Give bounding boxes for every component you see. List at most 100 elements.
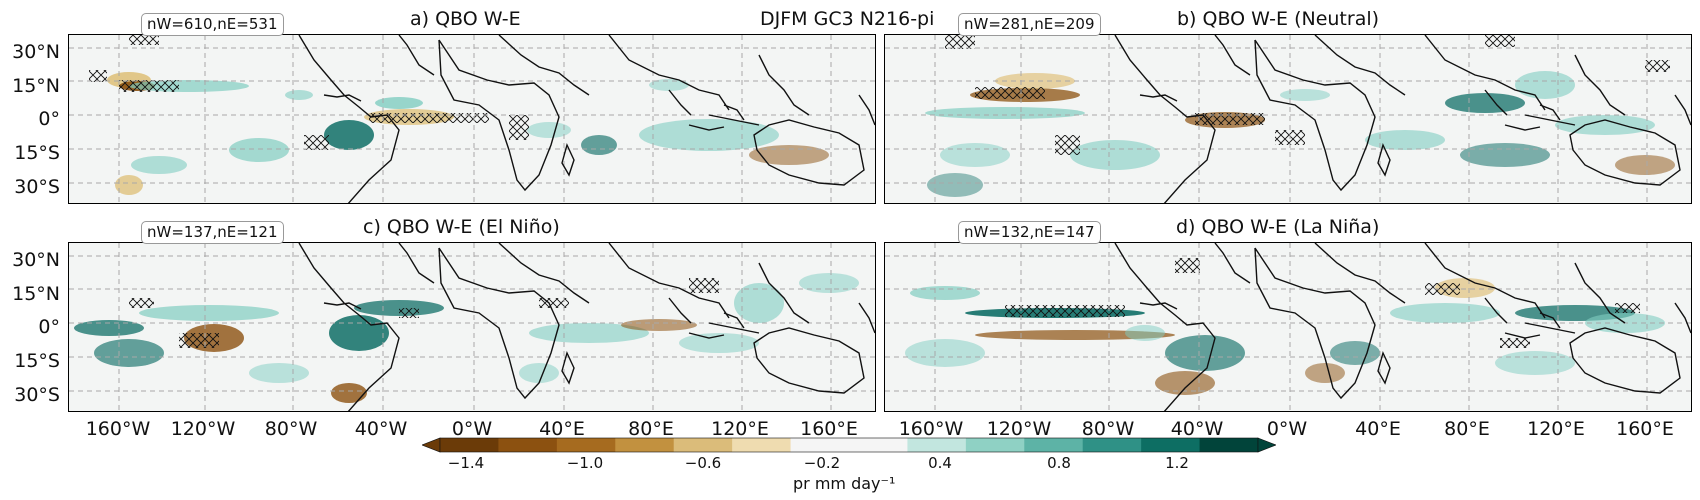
lon-label: 80°E (628, 418, 674, 440)
anomaly-patch (74, 320, 144, 336)
anomaly-patch (649, 79, 689, 91)
coastline (1139, 94, 1178, 102)
anomaly-patch (799, 273, 859, 293)
colorbar-tick: −0.6 (684, 454, 722, 472)
anomaly-patch (331, 383, 367, 403)
anomaly-patch (131, 156, 187, 174)
anomaly-patch (229, 138, 289, 162)
significance-hatch (1425, 283, 1460, 295)
coastline (1674, 94, 1691, 126)
lon-label: 80°W (1081, 418, 1135, 440)
anomaly-patch (1330, 341, 1380, 365)
anomaly-patch (621, 319, 697, 331)
anomaly-field (925, 71, 1675, 197)
coastline (1314, 243, 1406, 304)
anomaly-field (74, 273, 859, 403)
panel-d-title: d) QBO W-E (La Niña) (1176, 216, 1380, 238)
panel-a-counts: nW=610,nE=531 (141, 13, 284, 36)
colorbar-extend-left (421, 437, 441, 453)
anomaly-patch (324, 120, 374, 150)
lon-label: 40°E (539, 418, 585, 440)
coastline (1214, 243, 1251, 284)
anomaly-patch (734, 283, 784, 323)
coastline (1524, 322, 1576, 334)
coastline (498, 243, 590, 304)
colorbar-label: pr mm day⁻¹ (793, 474, 896, 493)
coastline (708, 114, 760, 126)
colorbar-segment (498, 438, 558, 452)
anomaly-patch (1365, 130, 1445, 150)
significance-hatch (399, 308, 419, 318)
coastline (1214, 35, 1251, 76)
lat-label: 30°N (12, 41, 60, 63)
lon-label: 120°W (170, 418, 236, 440)
colorbar-tick: −1.4 (447, 454, 485, 472)
map-panel-c (68, 242, 876, 412)
coastline (723, 104, 745, 121)
significance-hatch (119, 80, 179, 92)
significance-hatch (539, 298, 569, 308)
anomaly-patch (927, 173, 983, 197)
coastline (1254, 247, 1376, 400)
significance-hatch (369, 113, 489, 123)
coastline (438, 39, 560, 192)
colorbar-tick: 0.4 (928, 454, 952, 472)
significance-hatch (689, 278, 719, 293)
map-canvas (885, 35, 1691, 203)
anomaly-patch (1125, 325, 1165, 341)
coastline (1574, 54, 1626, 116)
lon-label: 80°E (1444, 418, 1490, 440)
map-panel-a (68, 34, 876, 204)
significance-hatch (1615, 303, 1640, 313)
lon-label: 160°E (800, 418, 858, 440)
significance-hatch (89, 70, 107, 82)
colorbar-segment (1082, 438, 1142, 452)
lat-label: 15°S (14, 142, 60, 164)
coastline (1569, 327, 1681, 394)
coastline (1484, 297, 1508, 324)
anomaly-patch (995, 73, 1075, 89)
figure-suptitle: DJFM GC3 N216-pi (760, 8, 935, 30)
significance-hatch (304, 135, 329, 150)
coastline (668, 297, 692, 324)
anomaly-patch (1460, 143, 1550, 167)
coastline (723, 312, 745, 329)
anomaly-patch (1495, 351, 1575, 375)
coastline (1114, 35, 1216, 203)
anomaly-patch (375, 97, 423, 109)
colorbar-tick: 0.8 (1047, 454, 1071, 472)
coastline (561, 350, 575, 385)
map-panel-d (884, 242, 1692, 412)
colorbar-extend-right (1257, 437, 1277, 453)
lon-label: 120°W (986, 418, 1052, 440)
lon-label: 40°E (1355, 418, 1401, 440)
coastline (1504, 332, 1541, 339)
coastline (561, 142, 575, 177)
coastline (608, 243, 730, 319)
colorbar-segment (615, 438, 675, 452)
ocean (69, 243, 875, 411)
lat-label: 0° (38, 108, 60, 130)
colorbar-segment (849, 438, 908, 452)
anomaly-patch (285, 90, 313, 100)
map-panel-b (884, 34, 1692, 204)
anomaly-patch (679, 333, 759, 353)
anomaly-patch (940, 143, 1010, 167)
coastlines (298, 243, 875, 411)
colorbar-segment (907, 438, 967, 452)
panel-b-title: b) QBO W-E (Neutral) (1177, 8, 1380, 30)
colorbar-segment (790, 438, 850, 452)
coastline (858, 94, 875, 126)
lat-label: 30°S (14, 384, 60, 406)
coastline (1504, 124, 1541, 131)
anomaly-patch (581, 135, 617, 155)
lat-label: 15°S (14, 350, 60, 372)
gridlines (69, 243, 875, 411)
coastline (1314, 35, 1406, 96)
coastline (438, 247, 560, 400)
coastline (608, 35, 730, 111)
coastline (858, 302, 875, 334)
colorbar-segment (1199, 438, 1259, 452)
coastline (688, 332, 725, 339)
colorbar-segment (556, 438, 616, 452)
